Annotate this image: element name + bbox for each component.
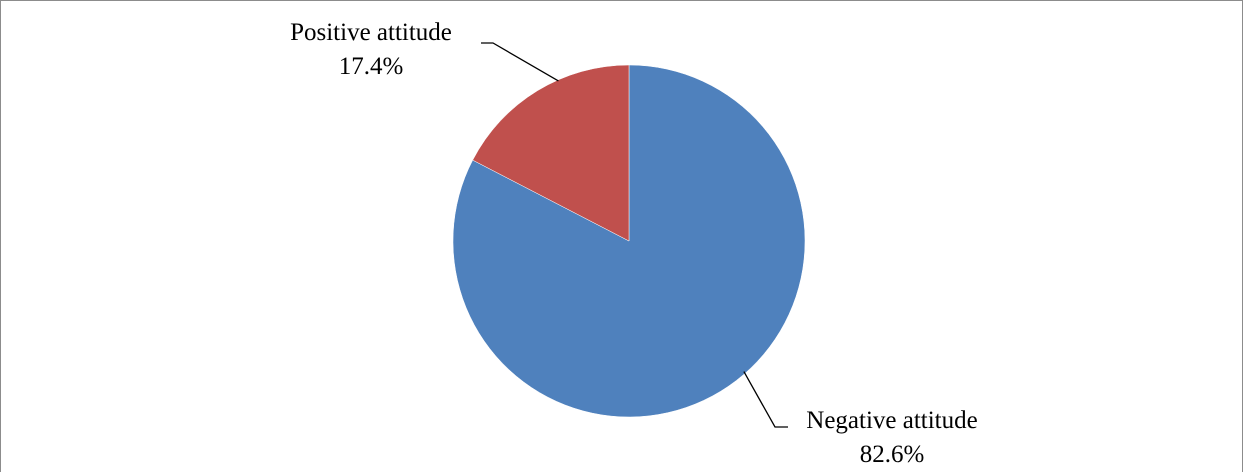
- slice-label-positive-attitude: Positive attitude: [290, 19, 452, 46]
- leader-line-negative-attitude: [744, 372, 788, 427]
- slice-value-negative-attitude: 82.6%: [860, 441, 925, 468]
- pie-slices: [453, 65, 805, 417]
- slice-label-negative-attitude: Negative attitude: [806, 407, 977, 434]
- slice-value-positive-attitude: 17.4%: [339, 53, 404, 80]
- leader-line-positive-attitude: [481, 43, 558, 81]
